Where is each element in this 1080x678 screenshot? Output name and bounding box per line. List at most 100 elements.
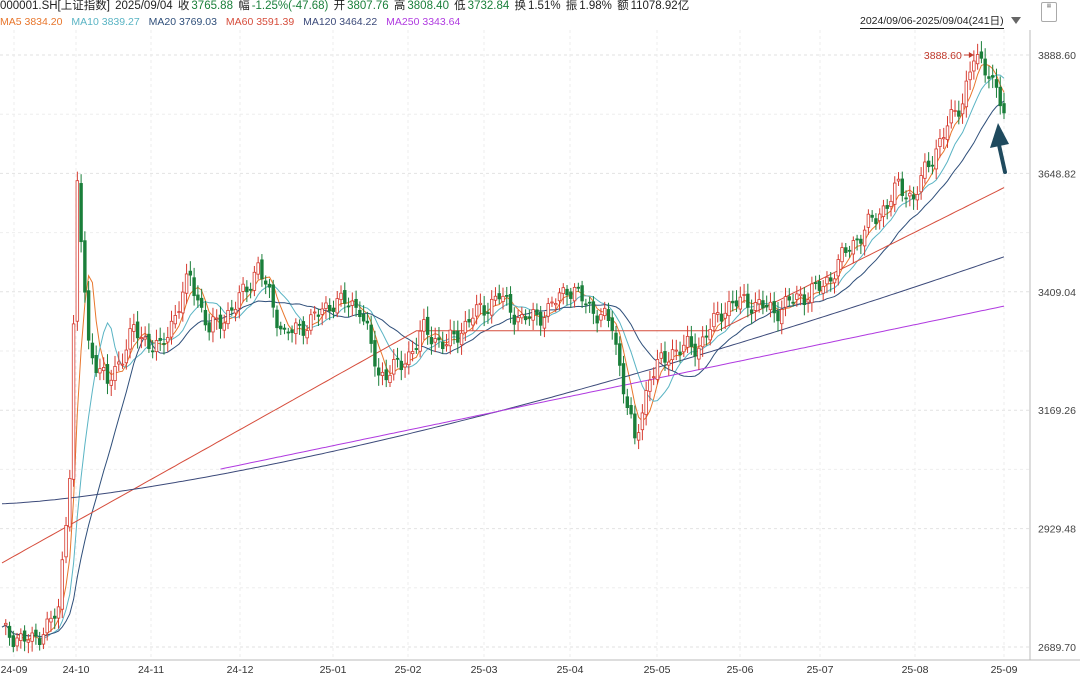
candle-body bbox=[964, 80, 969, 108]
candle-body bbox=[350, 300, 355, 306]
candle-body bbox=[169, 320, 174, 338]
candle-body bbox=[86, 290, 91, 341]
candle bbox=[949, 99, 953, 129]
candle-body bbox=[4, 622, 8, 626]
candle bbox=[105, 354, 110, 395]
candle bbox=[538, 305, 543, 336]
candle bbox=[230, 299, 234, 316]
candle bbox=[271, 279, 275, 318]
candle-body bbox=[433, 338, 437, 343]
candle-body bbox=[979, 51, 984, 59]
candle-body bbox=[358, 309, 362, 318]
candle-body bbox=[331, 307, 336, 312]
candle bbox=[11, 630, 16, 653]
candle bbox=[829, 271, 833, 292]
candle-body bbox=[399, 360, 403, 371]
candle-body bbox=[787, 296, 791, 301]
candle-body bbox=[376, 367, 381, 376]
candle bbox=[369, 315, 373, 353]
candle bbox=[456, 320, 460, 354]
candle bbox=[343, 282, 347, 313]
candle bbox=[350, 292, 355, 317]
candle bbox=[282, 324, 287, 335]
candle bbox=[659, 343, 663, 365]
candle bbox=[968, 61, 972, 91]
candle-body bbox=[11, 635, 16, 648]
candle bbox=[192, 267, 196, 306]
candle bbox=[546, 297, 550, 323]
candle bbox=[147, 323, 151, 353]
candle bbox=[388, 365, 392, 388]
candle bbox=[162, 332, 166, 355]
candle bbox=[196, 285, 200, 308]
candle bbox=[723, 302, 727, 330]
candle-body bbox=[708, 329, 712, 341]
candle bbox=[584, 298, 588, 314]
candle-body bbox=[184, 273, 189, 294]
candle-body bbox=[154, 340, 159, 353]
candle-body bbox=[633, 413, 637, 439]
x-tick-label: 24-11 bbox=[138, 664, 164, 676]
candle-body bbox=[22, 630, 27, 642]
chevron-down-icon[interactable] bbox=[1011, 17, 1021, 24]
annotations: 3888.60 bbox=[924, 50, 1009, 174]
candle-body bbox=[783, 296, 788, 308]
candle bbox=[633, 405, 637, 445]
candle bbox=[267, 279, 272, 299]
candle-body bbox=[245, 286, 249, 293]
chart-settings-icon[interactable]: ▦ bbox=[1041, 2, 1057, 22]
candle bbox=[625, 388, 630, 416]
candle-body bbox=[260, 259, 264, 280]
y-tick-label: 2689.70 bbox=[1038, 642, 1076, 654]
date-range-selector[interactable]: 2024/09/06-2025/09/04(241日) bbox=[860, 15, 1004, 29]
candles bbox=[4, 41, 1006, 654]
candle-body bbox=[644, 390, 648, 416]
amount-value: 11078.92亿 bbox=[630, 0, 690, 12]
candle-body bbox=[870, 214, 874, 218]
candle-body bbox=[640, 412, 645, 431]
candle bbox=[279, 321, 283, 336]
candle bbox=[7, 621, 12, 646]
candle bbox=[599, 308, 603, 328]
candle bbox=[964, 70, 969, 118]
candle bbox=[113, 355, 117, 390]
candle bbox=[173, 304, 177, 329]
candle-body bbox=[497, 293, 501, 300]
candle-body bbox=[1002, 103, 1006, 114]
candle bbox=[83, 231, 87, 303]
candle bbox=[395, 347, 400, 368]
y-tick-label: 3888.60 bbox=[1038, 50, 1076, 62]
candle bbox=[407, 341, 411, 375]
candle bbox=[184, 263, 189, 304]
candle-body bbox=[199, 297, 204, 308]
candle-body bbox=[188, 270, 193, 276]
candle bbox=[90, 333, 95, 365]
candle bbox=[512, 307, 517, 335]
candle-body bbox=[30, 632, 34, 642]
candle bbox=[975, 43, 980, 70]
candle-body bbox=[429, 336, 434, 345]
candle bbox=[4, 619, 8, 636]
candle-body bbox=[531, 309, 535, 321]
candle bbox=[64, 516, 68, 564]
candle-body bbox=[813, 282, 818, 284]
amount-label: 额 bbox=[617, 0, 629, 12]
candle-body bbox=[37, 638, 42, 645]
candle bbox=[301, 316, 306, 345]
candle bbox=[832, 273, 837, 294]
candle-body bbox=[286, 331, 290, 334]
candle bbox=[399, 350, 403, 381]
candle-body bbox=[768, 301, 773, 311]
candle bbox=[700, 326, 705, 357]
candle bbox=[392, 349, 396, 381]
candle bbox=[859, 234, 863, 255]
candle-body bbox=[538, 311, 543, 326]
candle bbox=[994, 68, 999, 98]
candle-body bbox=[271, 284, 275, 308]
candle-body bbox=[478, 302, 483, 305]
candle-body bbox=[810, 283, 814, 304]
candle-body bbox=[866, 213, 871, 228]
candle-body bbox=[618, 343, 622, 366]
candle-body bbox=[685, 335, 690, 348]
